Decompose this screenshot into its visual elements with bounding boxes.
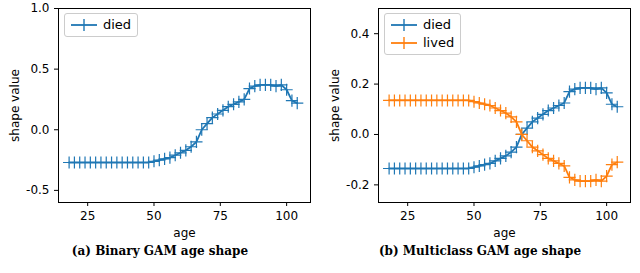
svg-text:-0.2: -0.2	[346, 178, 369, 192]
svg-text:100: 100	[595, 209, 618, 223]
svg-text:shape value: shape value	[328, 69, 342, 142]
html-text:lived: lived	[423, 35, 455, 50]
html-text:(b) Multiclass GAM age shape: (b) Multiclass GAM age shape	[378, 244, 582, 258]
html-text:(a) Binary GAM age shape: (a) Binary GAM age shape	[71, 244, 249, 258]
svg-text:100: 100	[275, 209, 298, 223]
svg-text:0.5: 0.5	[30, 62, 49, 76]
svg-text:0.0: 0.0	[30, 123, 49, 137]
svg-text:25: 25	[400, 209, 415, 223]
svg-text:75: 75	[213, 209, 228, 223]
svg-text:50: 50	[466, 209, 481, 223]
svg-text:0.4: 0.4	[350, 27, 369, 41]
svg-text:50: 50	[146, 209, 161, 223]
svg-text:1.0: 1.0	[30, 1, 49, 15]
svg-text:age: age	[493, 226, 515, 240]
svg-text:shape value: shape value	[8, 69, 22, 142]
svg-text:age: age	[173, 226, 195, 240]
svg-text:0.0: 0.0	[350, 127, 369, 141]
html-text:died: died	[103, 17, 132, 32]
svg-text:-0.5: -0.5	[26, 183, 49, 197]
svg-text:25: 25	[80, 209, 95, 223]
svg-text:75: 75	[533, 209, 548, 223]
html-text:died: died	[423, 17, 452, 32]
svg-text:0.2: 0.2	[350, 77, 369, 91]
